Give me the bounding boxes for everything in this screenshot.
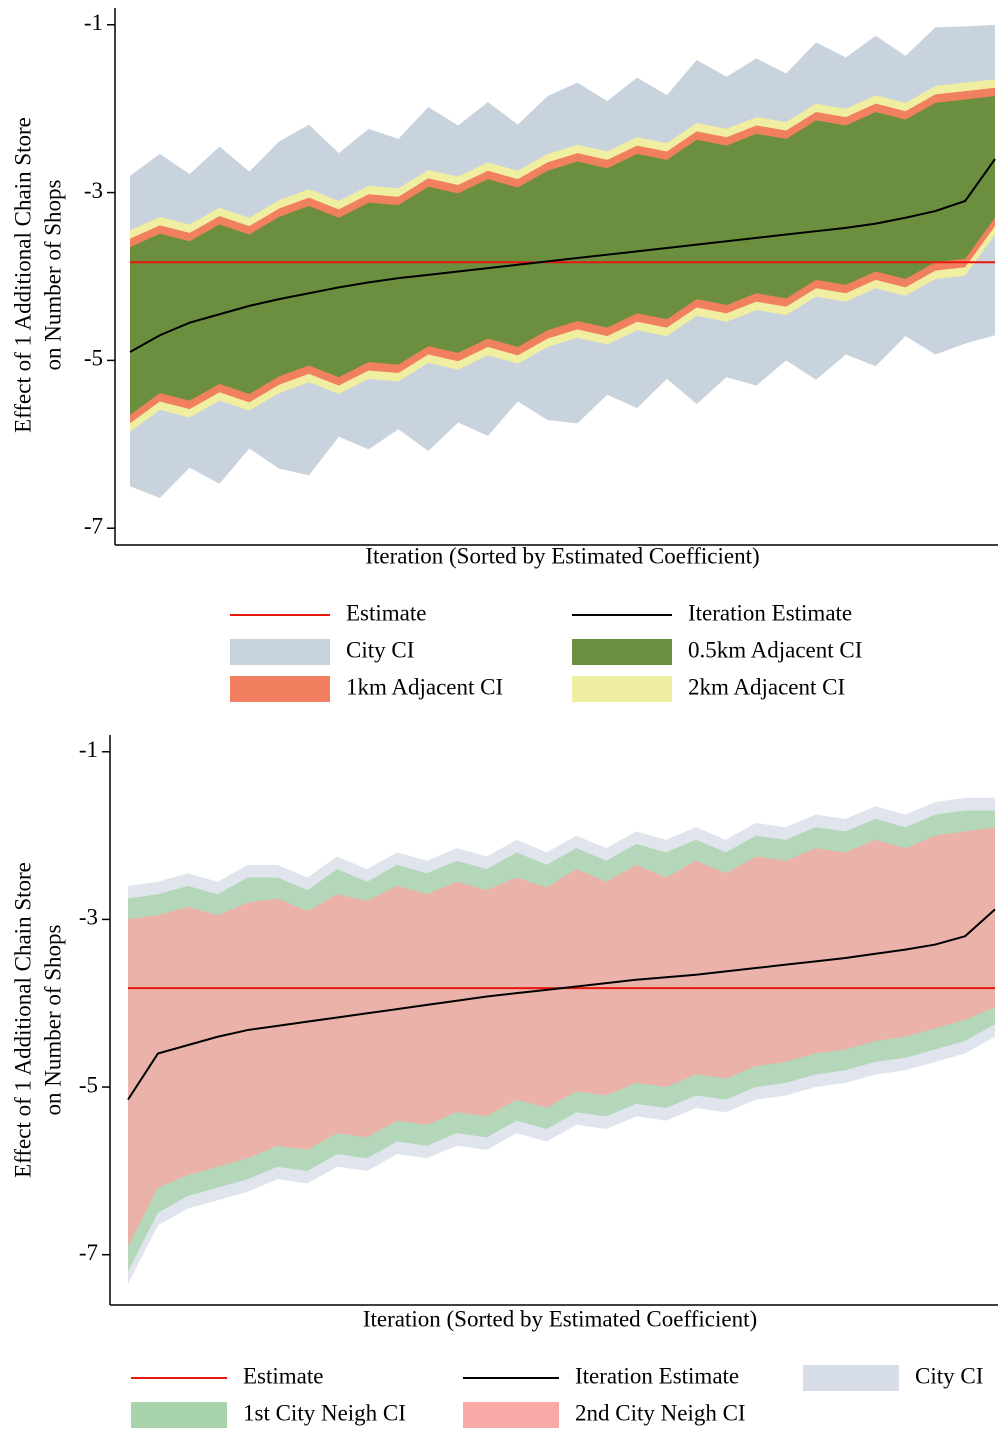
iteration-line xyxy=(129,158,996,353)
legend-swatch xyxy=(572,639,672,665)
y-tick-label: -1 xyxy=(79,737,98,762)
y-tick-label: -3 xyxy=(79,905,98,930)
x-axis-label: Iteration (Sorted by Estimated Coefficie… xyxy=(363,1306,757,1331)
legend-label: 1st City Neigh CI xyxy=(243,1400,406,1425)
legend-swatch xyxy=(230,639,330,665)
legend-swatch xyxy=(131,1402,227,1428)
legend-label: 2nd City Neigh CI xyxy=(575,1400,746,1425)
legend-swatch xyxy=(463,1402,559,1428)
y-axis-label: Effect of 1 Additional Chain Store xyxy=(10,862,35,1178)
y-axis-label: Effect of 1 Additional Chain Store xyxy=(10,117,35,433)
y-axis-label: on Number of Shops xyxy=(40,924,65,1115)
y-tick-label: -1 xyxy=(84,10,103,35)
x-axis-label: Iteration (Sorted by Estimated Coefficie… xyxy=(365,543,759,568)
y-tick-label: -7 xyxy=(79,1240,98,1265)
y-tick-label: -5 xyxy=(79,1072,98,1097)
legend-label: 2km Adjacent CI xyxy=(688,674,845,699)
ci-band xyxy=(130,96,995,415)
legend-swatch xyxy=(572,676,672,702)
y-axis-label: on Number of Shops xyxy=(40,179,65,370)
legend-label: Estimate xyxy=(346,600,426,625)
ci-band xyxy=(128,827,995,1247)
legend-label: Iteration Estimate xyxy=(575,1363,739,1388)
legend-label: Estimate xyxy=(243,1363,323,1388)
panel: -1 -3 -5 -7 Effect of 1 Additional Chain Sto… xyxy=(10,8,998,702)
legend-swatch xyxy=(230,676,330,702)
legend-label: City CI xyxy=(346,637,414,662)
legend-label: Iteration Estimate xyxy=(688,600,852,625)
legend-label: City CI xyxy=(915,1363,983,1388)
y-tick-label: -7 xyxy=(84,514,103,539)
legend-label: 1km Adjacent CI xyxy=(346,674,503,699)
legend-label: 0.5km Adjacent CI xyxy=(688,637,862,662)
iteration-line xyxy=(127,908,996,1101)
panel: -1 -3 -5 -7 Effect of 1 Additional Chain Sto… xyxy=(10,735,998,1428)
y-tick-label: -5 xyxy=(84,346,103,371)
y-tick-label: -3 xyxy=(84,178,103,203)
legend-swatch xyxy=(803,1365,899,1391)
